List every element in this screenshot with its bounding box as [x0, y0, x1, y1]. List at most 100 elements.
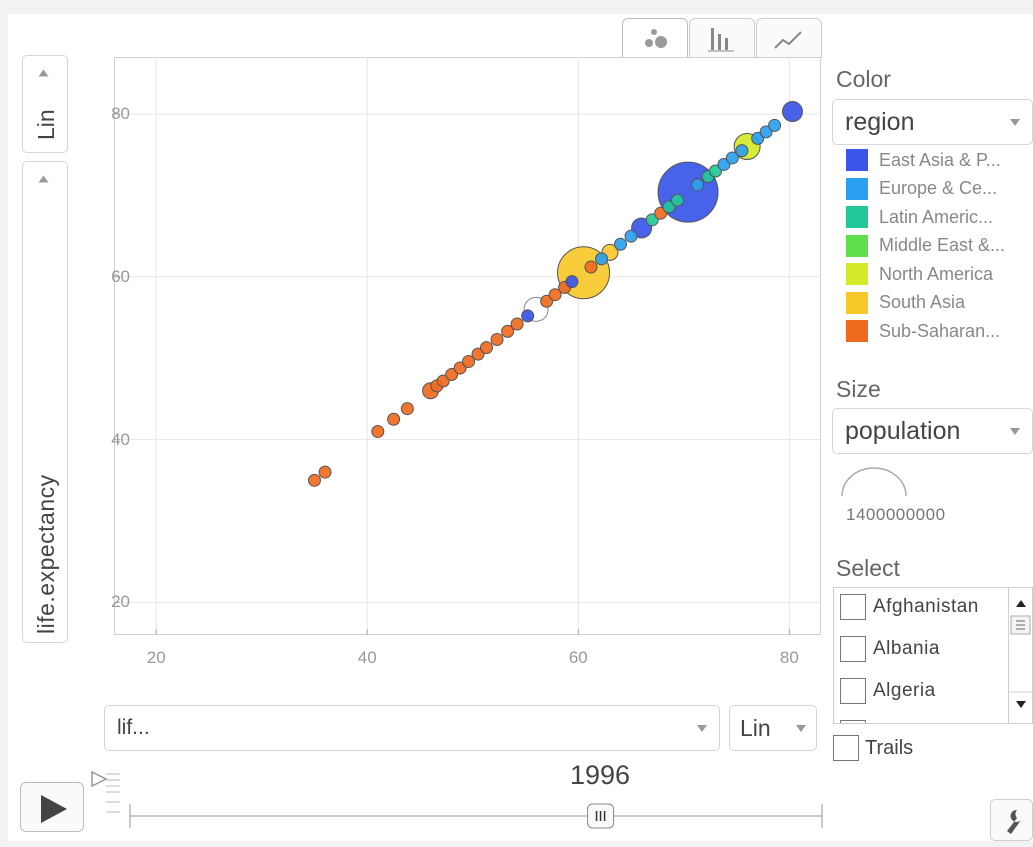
- settings-button[interactable]: [990, 799, 1033, 841]
- y-tick-label: 40: [111, 429, 130, 449]
- x-scale-dropdown[interactable]: Lin: [729, 705, 817, 751]
- data-point: [670, 193, 684, 207]
- data-point: [584, 260, 598, 274]
- plot-area[interactable]: [114, 57, 821, 635]
- data-point: [371, 424, 385, 438]
- checkbox[interactable]: [840, 594, 866, 620]
- scrollbar-graphic: [1009, 600, 1032, 708]
- y-tick-label: 80: [111, 103, 130, 123]
- year-label: 1996: [570, 760, 631, 790]
- trails-toggle[interactable]: Trails: [833, 735, 913, 761]
- speed-control[interactable]: [90, 764, 130, 836]
- line-chart-tab[interactable]: [756, 18, 822, 58]
- list-item[interactable]: [840, 719, 873, 723]
- trails-checkbox[interactable]: [833, 735, 859, 761]
- data-point: [735, 144, 749, 158]
- color-selected: region: [845, 107, 915, 136]
- color-label: Color: [836, 66, 891, 92]
- x-variable-label: lif...: [117, 716, 150, 739]
- play-icon: [41, 795, 67, 823]
- wrench-icon: [1007, 809, 1021, 834]
- legend-item[interactable]: Europe & Ce...: [846, 177, 997, 201]
- data-point: [318, 465, 332, 479]
- data-point: [782, 101, 804, 123]
- data-point: [725, 151, 739, 165]
- checkbox[interactable]: [840, 678, 866, 704]
- chevron-down-icon: [1010, 427, 1020, 435]
- chevron-icon: [38, 175, 49, 183]
- scroll-up-icon: [1016, 600, 1026, 607]
- timeline-slider[interactable]: [128, 798, 824, 834]
- select-label: Select: [836, 555, 900, 581]
- scatter-chart[interactable]: [114, 57, 821, 635]
- legend-item[interactable]: South Asia: [846, 291, 965, 315]
- legend-swatch: [846, 206, 868, 228]
- chevron-icon: [38, 69, 49, 77]
- x-tick-label: 80: [779, 648, 799, 667]
- y-tick-label: 20: [111, 592, 130, 612]
- legend-item[interactable]: Sub-Saharan...: [846, 319, 1000, 343]
- data-point: [595, 252, 609, 266]
- legend-swatch: [846, 263, 868, 285]
- legend-item[interactable]: Latin Americ...: [846, 205, 993, 229]
- legend-item[interactable]: Middle East &...: [846, 234, 1005, 258]
- legend-swatch: [846, 177, 868, 200]
- y-variable-label: life.expectancy: [33, 474, 59, 634]
- checkbox[interactable]: [840, 720, 866, 723]
- legend-label: Middle East &...: [879, 235, 1006, 255]
- legend-swatch: [846, 149, 868, 171]
- checkbox[interactable]: [840, 636, 866, 662]
- bubble-chart-tab[interactable]: [622, 18, 688, 58]
- trails-label: Trails: [865, 736, 914, 759]
- plot-frame: [114, 57, 821, 635]
- data-point: [521, 309, 535, 323]
- legend-label: East Asia & P...: [879, 149, 1001, 170]
- data-point: [614, 237, 628, 251]
- size-max-value: 1400000000: [846, 505, 946, 524]
- list-item[interactable]: Afghanistan: [840, 593, 979, 621]
- play-button[interactable]: [20, 782, 84, 832]
- line-icon: [774, 30, 802, 49]
- size-dropdown[interactable]: population: [832, 408, 1033, 454]
- select-list[interactable]: Afghanistan Albania Algeria: [833, 587, 1033, 724]
- legend-label: North America: [879, 263, 994, 284]
- size-legend-arc: [841, 467, 907, 497]
- bar-chart-tab[interactable]: [689, 18, 755, 58]
- list-item-label: Afghanistan: [873, 596, 979, 617]
- scrollbar[interactable]: [1008, 588, 1032, 723]
- color-dropdown[interactable]: region: [832, 99, 1033, 145]
- data-point: [490, 332, 504, 346]
- x-tick-label: 20: [146, 648, 166, 667]
- legend-swatch: [846, 234, 868, 257]
- legend-item[interactable]: North America: [846, 262, 993, 286]
- y-tick-label: 60: [111, 266, 130, 286]
- chevron-down-icon: [1010, 118, 1020, 126]
- legend-swatch: [846, 320, 868, 342]
- speed-icon: [91, 770, 108, 788]
- legend-label: Sub-Saharan...: [879, 320, 1001, 341]
- data-point: [479, 341, 493, 355]
- list-item[interactable]: Albania: [840, 635, 940, 663]
- data-point: [462, 354, 476, 368]
- bars-icon: [708, 27, 734, 51]
- x-tick-label: 60: [568, 648, 588, 667]
- x-variable-dropdown[interactable]: lif...: [104, 705, 720, 751]
- list-item[interactable]: Algeria: [840, 677, 936, 705]
- legend-label: Europe & Ce...: [879, 178, 998, 198]
- x-tick-label: 40: [357, 648, 377, 667]
- data-point: [510, 317, 524, 331]
- list-item-label: Algeria: [873, 680, 936, 701]
- data-point: [624, 229, 638, 243]
- data-point: [565, 275, 579, 289]
- legend-item[interactable]: East Asia & P...: [846, 148, 1001, 172]
- legend-label: South Asia: [879, 292, 966, 312]
- x-scale-label: Lin: [740, 714, 771, 741]
- y-scale-dropdown[interactable]: Lin: [22, 55, 68, 153]
- data-point: [768, 118, 782, 132]
- bubbles-icon: [645, 28, 667, 48]
- size-selected: population: [845, 416, 961, 445]
- chevron-down-icon: [796, 724, 806, 732]
- scroll-down-icon: [1016, 701, 1026, 708]
- y-variable-dropdown[interactable]: life.expectancy: [22, 161, 68, 643]
- y-scale-label: Lin: [33, 109, 59, 140]
